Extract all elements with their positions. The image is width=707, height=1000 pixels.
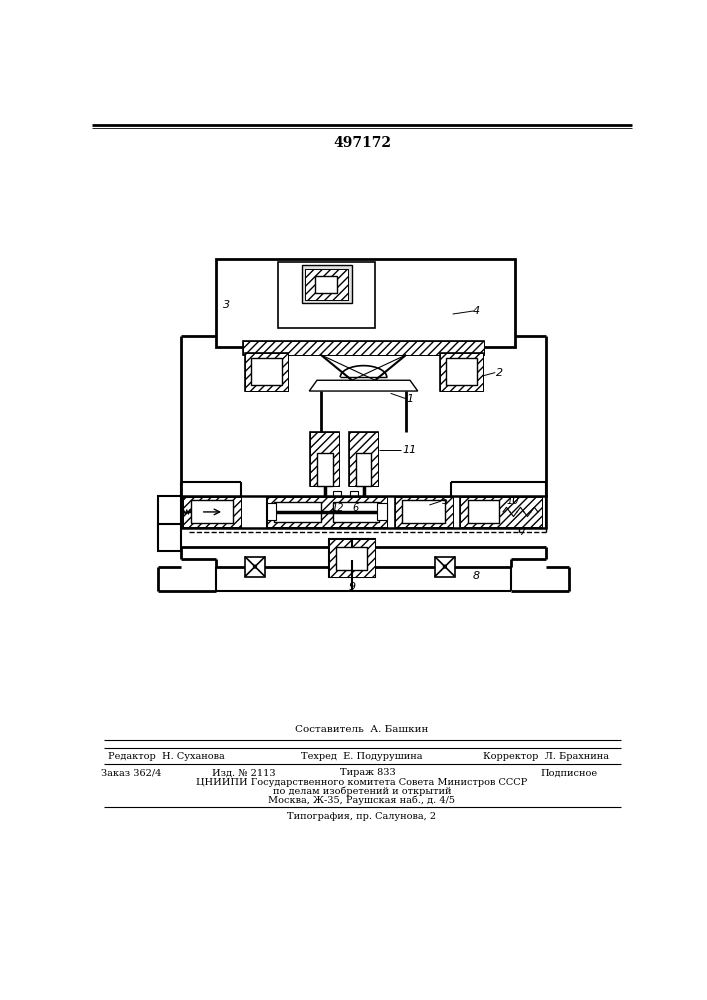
Text: 3: 3 [223, 300, 230, 310]
Bar [460, 497, 542, 527]
Bar [305, 269, 348, 300]
Text: Составитель  А. Башкин: Составитель А. Башкин [296, 725, 428, 734]
Bar [191, 500, 233, 523]
Bar [310, 432, 339, 486]
Bar [349, 432, 378, 486]
Text: Москва, Ж-35, Раушская наб., д. 4/5: Москва, Ж-35, Раушская наб., д. 4/5 [269, 796, 455, 805]
Polygon shape [412, 507, 428, 517]
Bar [440, 353, 483, 391]
Circle shape [253, 565, 257, 568]
Text: 9: 9 [349, 582, 356, 592]
Bar [329, 539, 375, 577]
Text: Заказ 362/4: Заказ 362/4 [101, 768, 161, 777]
Bar [440, 353, 483, 391]
Text: ЦНИИПИ Государственного комитета Совета Министров СССР: ЦНИИПИ Государственного комитета Совета … [197, 778, 527, 787]
Text: 5: 5 [442, 496, 448, 506]
Bar [301, 265, 352, 303]
Bar [279, 262, 375, 328]
Circle shape [443, 565, 446, 568]
Bar [349, 432, 378, 486]
Bar [445, 358, 477, 385]
Bar [333, 491, 341, 502]
Text: Тираж 833: Тираж 833 [339, 768, 395, 777]
Bar [183, 497, 241, 527]
Bar [310, 432, 339, 486]
Text: Подписное: Подписное [540, 768, 597, 777]
Bar [243, 341, 484, 355]
Text: Техред  Е. Подурушина: Техред Е. Подурушина [301, 752, 423, 761]
Bar [337, 547, 368, 570]
Polygon shape [209, 507, 225, 517]
Text: по делам изобретений и открытий: по делам изобретений и открытий [273, 787, 451, 796]
Text: 12: 12 [332, 503, 344, 513]
Bar [315, 276, 337, 293]
Text: 497172: 497172 [333, 136, 391, 150]
Bar [267, 497, 387, 527]
Text: Редактор  Н. Суханова: Редактор Н. Суханова [107, 752, 224, 761]
Bar [378, 503, 387, 520]
Bar [317, 453, 332, 486]
Text: 8: 8 [472, 571, 479, 581]
Text: 1: 1 [407, 394, 414, 404]
Bar [158, 524, 182, 551]
Bar [468, 500, 499, 523]
Bar [274, 502, 321, 522]
Text: 11: 11 [402, 445, 416, 455]
Text: 2: 2 [496, 368, 503, 378]
Bar [395, 497, 452, 527]
Bar [356, 453, 371, 486]
Text: 10: 10 [507, 496, 520, 506]
Bar [245, 353, 288, 391]
Text: Изд. № 2113: Изд. № 2113 [211, 768, 275, 777]
Bar [351, 491, 358, 502]
Bar [267, 497, 387, 527]
Bar [395, 497, 452, 527]
Bar [245, 353, 288, 391]
Text: Типография, пр. Салунова, 2: Типография, пр. Салунова, 2 [287, 812, 436, 821]
Bar [216, 259, 515, 347]
Bar [460, 497, 542, 527]
Polygon shape [344, 551, 360, 560]
Bar [332, 502, 379, 522]
Bar [251, 358, 282, 385]
Bar [183, 497, 241, 527]
Bar [267, 503, 276, 520]
Text: 4: 4 [472, 306, 479, 316]
Polygon shape [309, 380, 418, 391]
Bar [182, 496, 546, 528]
Bar [402, 500, 445, 523]
Bar [245, 557, 265, 577]
Text: Корректор  Л. Брахнина: Корректор Л. Брахнина [483, 752, 609, 761]
Polygon shape [468, 507, 484, 517]
Bar [329, 539, 375, 577]
Bar [158, 496, 182, 528]
Bar [243, 341, 484, 355]
Bar [435, 557, 455, 577]
Text: 7: 7 [519, 527, 525, 537]
Text: 6: 6 [353, 503, 359, 513]
